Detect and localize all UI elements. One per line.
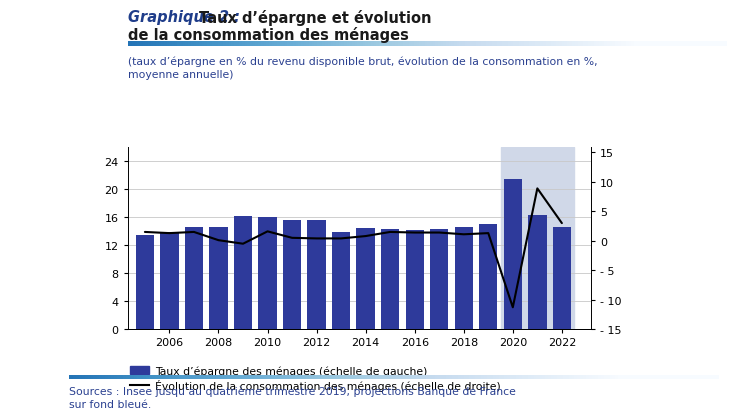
Text: de la consommation des ménages: de la consommation des ménages: [128, 27, 409, 43]
Bar: [455, 228, 473, 329]
Bar: [161, 233, 179, 329]
Bar: [356, 229, 374, 329]
Bar: [430, 230, 448, 329]
Text: Taux d’épargne et évolution: Taux d’épargne et évolution: [199, 10, 431, 26]
Bar: [501, 147, 574, 329]
Legend: Taux d’épargne des ménages (échelle de gauche), Évolution de la consommation des: Taux d’épargne des ménages (échelle de g…: [126, 361, 504, 396]
Text: (taux d’épargne en % du revenu disponible brut, évolution de la consommation en : (taux d’épargne en % du revenu disponibl…: [128, 56, 597, 80]
Bar: [332, 232, 350, 329]
Bar: [479, 225, 497, 329]
Bar: [283, 220, 301, 329]
Bar: [553, 228, 571, 329]
Bar: [185, 228, 203, 329]
Bar: [234, 216, 253, 329]
Bar: [405, 231, 424, 329]
Text: Graphique 2 :: Graphique 2 :: [128, 10, 245, 25]
Bar: [307, 220, 326, 329]
Bar: [210, 228, 228, 329]
Bar: [136, 236, 154, 329]
Bar: [381, 229, 399, 329]
Text: Sources : Insee jusqu’au quatrième trimestre 2019, projections Banque de France
: Sources : Insee jusqu’au quatrième trime…: [69, 385, 516, 409]
Bar: [258, 217, 277, 329]
Bar: [528, 216, 547, 329]
Bar: [504, 180, 522, 329]
